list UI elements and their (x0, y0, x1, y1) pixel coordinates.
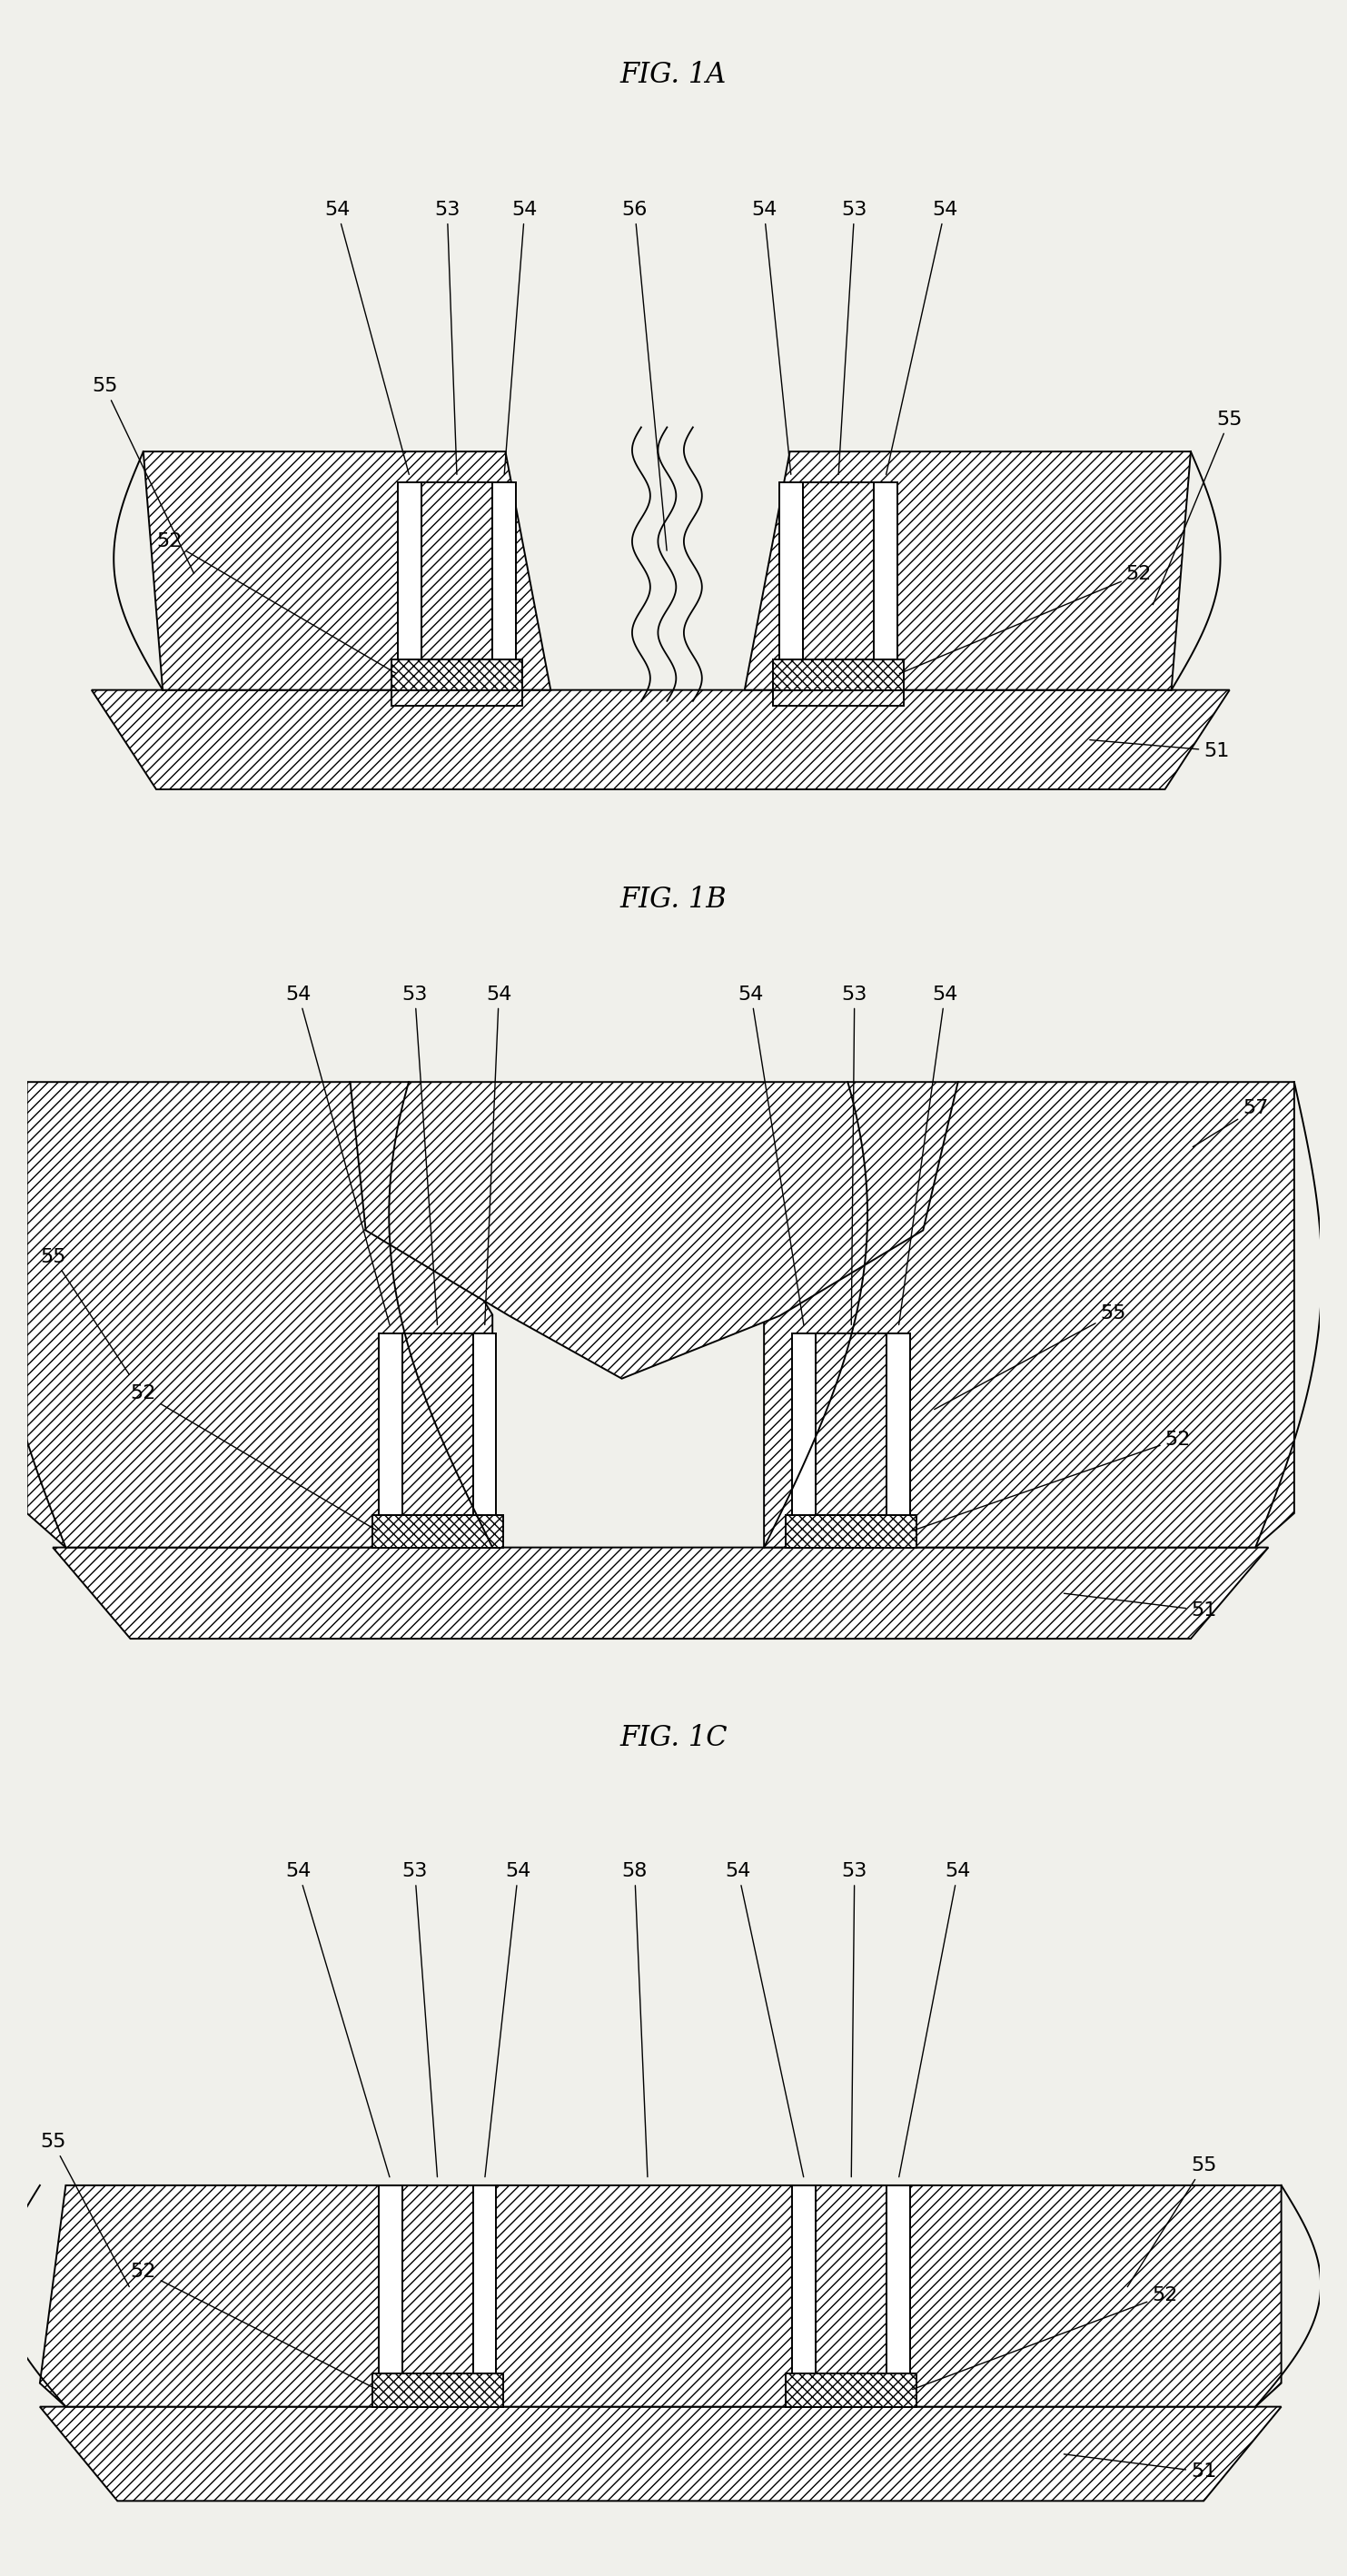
Text: FIG. 1B: FIG. 1B (620, 886, 727, 914)
Text: 52: 52 (900, 564, 1152, 672)
Polygon shape (493, 482, 516, 659)
Polygon shape (792, 1332, 816, 1515)
Text: 56: 56 (622, 201, 667, 551)
Polygon shape (401, 2184, 473, 2372)
Text: 54: 54 (752, 201, 791, 474)
Polygon shape (40, 2406, 1281, 2501)
Polygon shape (27, 1082, 493, 1548)
Text: 55: 55 (1153, 410, 1242, 605)
Polygon shape (422, 482, 493, 659)
Polygon shape (745, 451, 1191, 690)
Polygon shape (53, 1548, 1269, 1638)
Polygon shape (886, 2184, 911, 2372)
Text: 58: 58 (622, 1862, 648, 2177)
Text: 54: 54 (898, 1862, 971, 2177)
Text: 54: 54 (504, 201, 537, 474)
Text: 55: 55 (40, 2133, 129, 2287)
Polygon shape (372, 2372, 502, 2406)
Polygon shape (392, 659, 523, 690)
Text: 54: 54 (325, 201, 409, 474)
Polygon shape (92, 690, 1230, 788)
Polygon shape (473, 1332, 496, 1515)
Polygon shape (787, 1515, 916, 1548)
Polygon shape (886, 1332, 911, 1515)
Text: 55: 55 (92, 379, 194, 574)
Polygon shape (773, 659, 904, 690)
Text: 55: 55 (40, 1247, 129, 1373)
Polygon shape (401, 1332, 473, 1515)
Text: 53: 53 (842, 987, 867, 1324)
Polygon shape (816, 2184, 886, 2372)
Text: 53: 53 (434, 201, 461, 474)
Text: 54: 54 (725, 1862, 804, 2177)
Text: FIG. 1C: FIG. 1C (620, 1723, 727, 1752)
Polygon shape (764, 1082, 1294, 1548)
Text: 53: 53 (842, 1862, 867, 2177)
Text: 52: 52 (156, 533, 396, 672)
Text: 54: 54 (286, 987, 389, 1324)
Text: 51: 51 (1064, 2455, 1216, 2481)
Polygon shape (379, 2184, 401, 2372)
Text: 55: 55 (1127, 2156, 1216, 2287)
Polygon shape (787, 2372, 916, 2406)
Polygon shape (473, 2184, 496, 2372)
Polygon shape (773, 690, 904, 706)
Polygon shape (143, 451, 551, 690)
Text: 51: 51 (1090, 739, 1230, 760)
Text: 54: 54 (898, 987, 958, 1324)
Polygon shape (803, 482, 874, 659)
Polygon shape (372, 1515, 502, 1548)
Polygon shape (392, 690, 523, 706)
Polygon shape (816, 1332, 886, 1515)
Text: 54: 54 (485, 1862, 531, 2177)
Text: 54: 54 (738, 987, 804, 1324)
Text: 51: 51 (1064, 1595, 1216, 1620)
Polygon shape (40, 2184, 1281, 2406)
Text: 52: 52 (912, 1430, 1191, 1530)
Polygon shape (399, 482, 422, 659)
Text: 53: 53 (839, 201, 867, 474)
Text: 52: 52 (912, 2287, 1177, 2391)
Text: 53: 53 (401, 1862, 438, 2177)
Text: 54: 54 (485, 987, 512, 1324)
Text: 53: 53 (401, 987, 438, 1324)
Text: 54: 54 (886, 201, 958, 474)
Polygon shape (350, 1082, 958, 1378)
Text: 54: 54 (286, 1862, 389, 2177)
Text: 52: 52 (131, 1386, 377, 1530)
Polygon shape (780, 482, 803, 659)
Polygon shape (874, 482, 897, 659)
Text: 57: 57 (1193, 1100, 1269, 1146)
Text: FIG. 1A: FIG. 1A (620, 62, 727, 90)
Text: 52: 52 (131, 2262, 376, 2388)
Polygon shape (792, 2184, 816, 2372)
Polygon shape (379, 1332, 401, 1515)
Text: 55: 55 (935, 1306, 1126, 1409)
